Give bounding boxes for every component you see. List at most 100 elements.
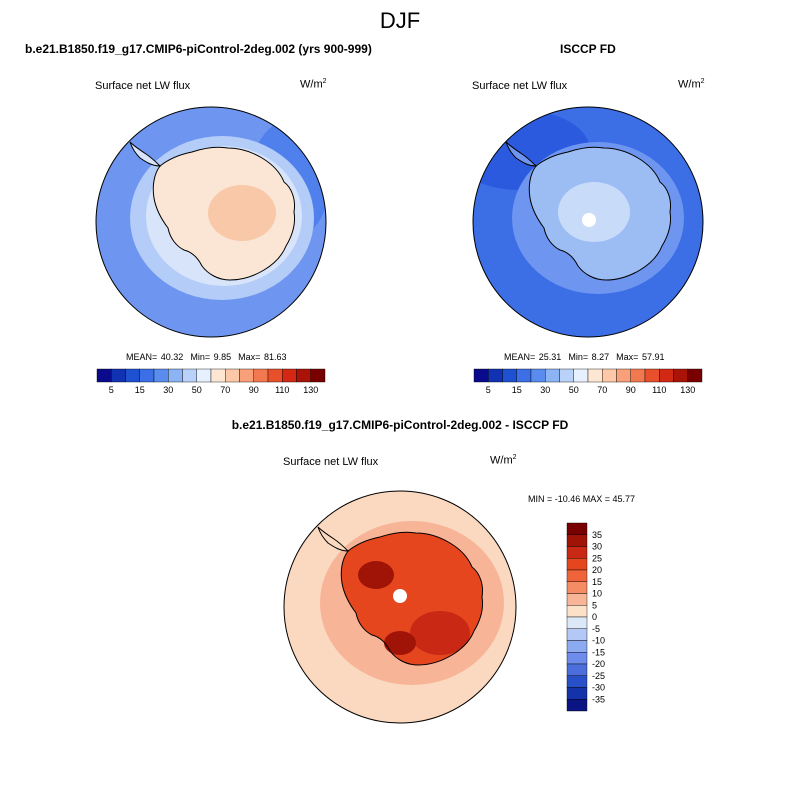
panel-1-colorbar-swatch: [153, 368, 169, 383]
panel-3-colorbar-swatch: [566, 628, 588, 641]
panel-3-colorbar-tick-label: -30: [592, 683, 605, 693]
panel-2-colorbar-swatch: [573, 368, 589, 383]
panel-2-colorbar-tick-label: 70: [597, 385, 607, 395]
panel-1-colorbar-tick-label: 90: [249, 385, 259, 395]
panel-2-colorbar-swatch: [559, 368, 574, 383]
panel-1-variable: Surface net LW flux: [95, 80, 191, 92]
panel-3-ice-core: [358, 561, 394, 589]
panel-3-colorbar-swatch: [566, 546, 588, 559]
panel-3-colorbar-swatch: [566, 652, 588, 665]
panel-2-pole-hole: [582, 213, 596, 227]
panel-2-colorbar-swatch: [587, 368, 603, 383]
panel-1-colorbar: 5 15 30 50 70 90 110 130: [96, 368, 326, 395]
panel-1-colorbar-swatch: [111, 368, 126, 383]
panel-3-colorbar-swatch: [566, 675, 588, 688]
panel-2-colorbar-swatch: [545, 368, 560, 383]
panel-1-colorbar-tick-label: 30: [163, 385, 173, 395]
panel-2-colorbar-tick-label: 90: [626, 385, 636, 395]
panel-3-ice-core-2: [384, 631, 416, 655]
panel-3-units-base: W/m: [490, 454, 513, 467]
panel-3-colorbar-swatch: [566, 569, 588, 582]
panel-2-ice-light: [558, 182, 630, 242]
panel-3-variable: Surface net LW flux: [283, 456, 379, 468]
panel-1-stats: MEAN= 40.32 Min= 9.85 Max= 81.63: [126, 352, 286, 362]
panel-2-max-value: 57.91: [641, 352, 665, 362]
panel-3-colorbar-swatch: [566, 699, 588, 712]
panel-1-colorbar-tick-label: 50: [192, 385, 202, 395]
panel-2-mean-value: 25.31: [538, 352, 562, 362]
panel-1-colorbar-swatch: [96, 368, 112, 383]
panel-1-colorbar-swatch: [253, 368, 269, 383]
panel-3-colorbar-swatch: [566, 605, 588, 618]
panel-2-colorbar-tick-label: 50: [569, 385, 579, 395]
panel-3-colorbar-tick-label: 20: [592, 565, 602, 575]
panel-1-colorbar-swatch: [196, 368, 212, 383]
panel-1-colorbar-tick-label: 15: [135, 385, 145, 395]
panel-3-colorbar-swatch: [566, 687, 588, 700]
panel-2-min-value: 8.27: [591, 352, 610, 362]
panel-3-colorbar-tick-label: 10: [592, 589, 602, 599]
panel-1-colorbar-swatch: [182, 368, 197, 383]
panel-2-border: [472, 106, 704, 338]
panel-2-colorbar-swatch: [644, 368, 660, 383]
panel-3-colorbar-swatch: [566, 522, 588, 535]
panel-3-ice-dark: [410, 611, 470, 655]
panel-2-map: [472, 106, 704, 338]
panel-3-colorbar-tick-label: 15: [592, 577, 602, 587]
panel-3-colorbar-tick-label: 25: [592, 553, 602, 563]
panel-3-colorbar-swatch: [566, 640, 588, 653]
panel-3-colorbar-tick-label: 30: [592, 542, 602, 552]
panel-2-colorbar-swatch: [602, 368, 617, 383]
panel-1-min-value: 9.85: [213, 352, 232, 362]
panel-2-colorbar-swatch: [687, 368, 703, 383]
panel-3-colorbar-tick-label: 5: [592, 600, 597, 610]
panel-3-stats: MIN = -10.46 MAX = 45.77: [528, 494, 636, 504]
panel-1-units-base: W/m: [300, 78, 323, 91]
panel-3-border: [283, 490, 517, 724]
panel-2-colorbar-swatch: [530, 368, 546, 383]
panel-2-colorbar-tick-label: 15: [512, 385, 522, 395]
panel-3-colorbar-tick-label: -35: [592, 694, 605, 704]
panel-2-colorbar-swatch: [630, 368, 646, 383]
panel-3-colorbar-swatch: [566, 616, 588, 629]
panel-1-map: [95, 106, 327, 338]
figure-title: DJF: [379, 8, 421, 33]
panel-3-colorbar-tick-label: 0: [592, 612, 597, 622]
panel-2-colorbar-swatch: [502, 368, 517, 383]
panel-1-colorbar-swatch: [125, 368, 140, 383]
panel-2-colorbar-swatch: [659, 368, 674, 383]
panel-3-units-exp: 2: [512, 454, 517, 461]
panel-2-units: W/m2: [678, 78, 705, 91]
panel-2-colorbar-tick-label: 130: [680, 385, 695, 395]
panel-1-colorbar-tick-label: 5: [109, 385, 114, 395]
panel-3-colorbar-tick-label: -20: [592, 659, 605, 669]
panel-2-colorbar-swatch: [516, 368, 532, 383]
panel-2-max-label: Max=: [616, 352, 639, 362]
panel-1-ice-warm: [208, 185, 276, 241]
panel-2-colorbar-swatch: [673, 368, 688, 383]
panel-2-stats: MEAN= 25.31 Min= 8.27 Max= 57.91: [504, 352, 664, 362]
panel-2-colorbar-tick-label: 30: [540, 385, 550, 395]
panel-1-mean-label: MEAN=: [126, 352, 158, 362]
panel-3-colorbar-swatch: [566, 581, 588, 594]
panel-1-colorbar-swatch: [310, 368, 326, 383]
panel-2-colorbar-swatch: [616, 368, 631, 383]
panel-1-colorbar-swatch: [267, 368, 283, 383]
panel-3-colorbar-swatch: [566, 558, 588, 571]
panel-3-colorbar-tick-label: -15: [592, 647, 605, 657]
panel-3-pole-hole: [393, 589, 407, 603]
panel-3-title: b.e21.B1850.f19_g17.CMIP6-piControl-2deg…: [231, 418, 569, 432]
panel-1-border: [95, 106, 327, 338]
panel-3-colorbar-tick-label: -10: [592, 636, 605, 646]
panel-3-colorbar-swatch: [566, 534, 588, 547]
panel-1-colorbar-swatch: [296, 368, 311, 383]
panel-1-units: W/m2: [300, 78, 327, 91]
panel-1-colorbar-swatch: [239, 368, 254, 383]
panel-1-title: b.e21.B1850.f19_g17.CMIP6-piControl-2deg…: [25, 42, 372, 56]
panel-3-colorbar-tick-label: 35: [592, 530, 602, 540]
panel-3-units: W/m2: [490, 454, 517, 467]
panel-2-colorbar-swatch: [488, 368, 503, 383]
panel-2-title: ISCCP FD: [560, 42, 616, 56]
